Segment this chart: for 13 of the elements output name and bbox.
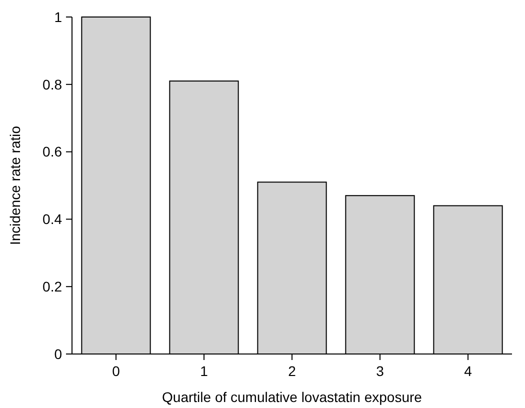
y-tick-label: 0 xyxy=(54,346,62,362)
x-axis-title: Quartile of cumulative lovastatin exposure xyxy=(162,389,422,405)
y-axis-title: Incidence rate ratio xyxy=(7,126,23,246)
x-tick-label: 1 xyxy=(200,363,208,379)
y-tick-label: 0.8 xyxy=(42,76,62,92)
y-tick-label: 0.2 xyxy=(42,278,62,294)
x-tick-label: 2 xyxy=(288,363,296,379)
x-tick-label: 3 xyxy=(376,363,384,379)
x-tick-label: 0 xyxy=(112,363,120,379)
y-tick-label: 1 xyxy=(54,8,62,25)
x-tick-label: 4 xyxy=(464,363,472,379)
y-tick-label: 0.6 xyxy=(42,144,62,160)
y-tick-label: 0.4 xyxy=(42,211,62,228)
